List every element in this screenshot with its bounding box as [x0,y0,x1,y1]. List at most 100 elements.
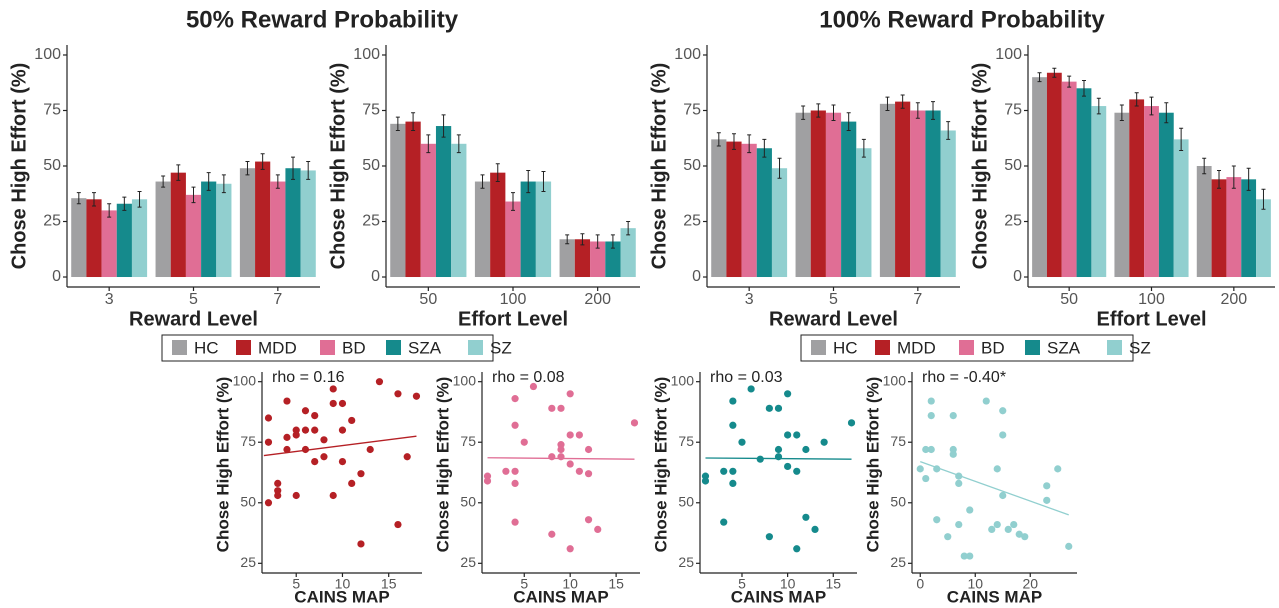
error-bar [1217,169,1222,189]
point [338,458,347,466]
x-tick-label: 100 [500,291,527,308]
point [329,385,337,393]
point [993,465,1001,473]
point [375,378,384,386]
trend-line [487,457,635,460]
point [283,445,291,454]
y-tick-label: 75 [1004,102,1022,119]
x-axis-title: CAINS MAP [731,587,826,606]
point [301,407,310,415]
bar [86,199,102,278]
point [922,445,930,454]
x-tick-label: 10 [562,576,578,592]
bar [1144,106,1159,278]
point [311,411,319,420]
point [1021,533,1029,541]
point [511,518,519,526]
bar [590,241,606,278]
legend-swatch [811,340,826,355]
bar [605,241,621,278]
y-tick-label: 50 [43,157,61,174]
y-axis-title: Chose High Effort (%) [213,377,232,553]
annotation: rho = 0.08 [492,369,565,386]
error-bar [291,156,296,180]
point [548,453,556,461]
error-bar [731,133,736,150]
bar [810,110,826,278]
y-axis-title: Chose High Effort (%) [969,63,991,270]
legend-swatch [1025,340,1040,355]
point [301,445,310,454]
y-tick-label: 75 [678,433,694,449]
x-tick-label: 0 [916,576,924,592]
x-tick-label: 100 [1138,291,1165,308]
error-bar [107,203,112,218]
point [988,525,996,534]
panel-title: 100% Reward Probability [819,6,1105,33]
x-tick-label: 10 [335,576,351,592]
point [357,470,365,478]
bar [620,228,636,278]
point [774,453,783,461]
error-bar [395,116,400,131]
point [348,416,356,425]
error-bar [306,161,311,180]
error-bar [411,112,416,131]
point [264,499,273,507]
point [1010,520,1018,529]
y-axis-title: Chose High Effort (%) [8,63,30,270]
bar [520,181,536,278]
bar [505,201,521,278]
point [847,419,856,427]
error-bar [915,102,920,119]
point [338,399,347,408]
bar [856,148,872,278]
x-tick-label: 200 [1220,291,1247,308]
bar [435,126,452,278]
point [630,419,639,427]
point [784,462,792,471]
x-axis-title: CAINS MAP [513,587,608,606]
point [729,479,737,487]
point [993,520,1001,529]
point [738,438,746,446]
point [1065,542,1073,550]
bar [1061,81,1077,278]
point [566,390,574,398]
x-tick-label: 5 [520,576,528,592]
bar [170,172,186,278]
point [916,465,924,473]
point [329,491,337,500]
error-bar [900,94,905,109]
point [729,421,737,429]
point [955,520,963,529]
x-tick-label: 15 [381,576,397,592]
bar [490,172,506,278]
y-tick-label: 75 [890,433,906,449]
legend-swatch [172,340,187,355]
y-axis-title: Chose High Effort (%) [863,377,882,553]
legend-label: HC [194,338,219,357]
bar [895,101,911,278]
annotation: rho = 0.16 [272,369,345,386]
point [557,453,565,461]
x-axis-title: CAINS MAP [294,587,389,606]
point [292,491,300,500]
y-tick-label: 50 [678,493,694,509]
bar [940,130,956,278]
trend-line [263,435,417,457]
bar [1196,166,1212,278]
point [566,460,574,468]
point [283,397,291,405]
bar [841,121,857,278]
error-bar [580,233,585,246]
error-bar [762,138,767,158]
point [802,513,810,521]
point [1043,496,1051,504]
error-bar [801,105,806,120]
y-tick-label: 100 [453,372,477,388]
point [793,431,801,439]
error-bar [526,169,531,194]
x-tick-label: 15 [608,576,624,592]
